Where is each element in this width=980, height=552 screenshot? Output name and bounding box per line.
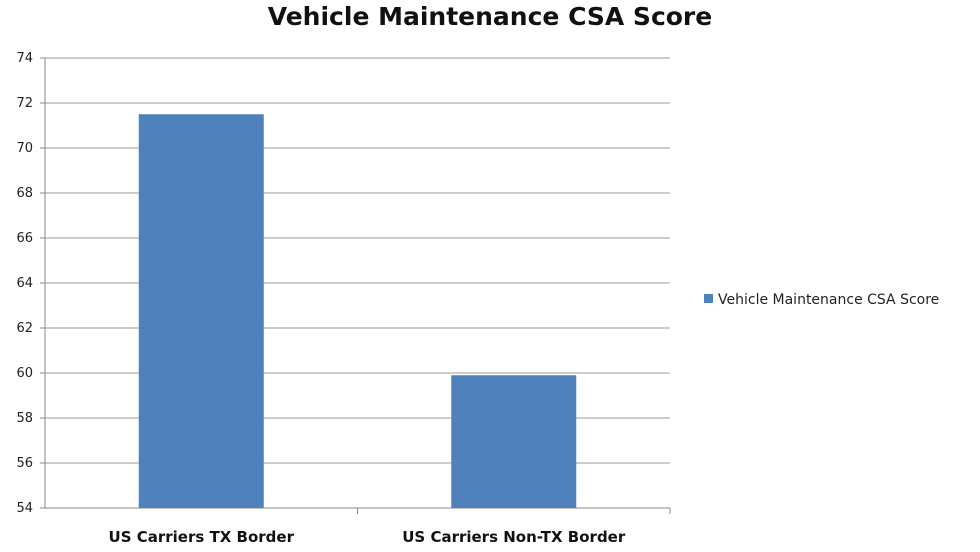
y-tick-label: 56 (16, 456, 33, 471)
bars (138, 114, 577, 508)
y-tick-labels: 54 56 58 60 62 64 66 68 70 72 74 (16, 51, 45, 516)
legend: Vehicle Maintenance CSA Score (704, 292, 939, 308)
y-tick-label: 58 (16, 411, 33, 426)
y-tick-label: 68 (16, 186, 33, 201)
y-tick-label: 70 (16, 141, 33, 156)
x-tick-label: US Carriers TX Border (109, 528, 295, 546)
y-tick-label: 72 (16, 96, 33, 111)
y-tick-label: 54 (16, 501, 33, 516)
y-tick-label: 74 (16, 51, 33, 66)
y-tick-label: 62 (16, 321, 33, 336)
y-tick-label: 66 (16, 231, 33, 246)
bar (451, 375, 577, 508)
y-tick-label: 60 (16, 366, 33, 381)
bar (138, 114, 264, 508)
legend-swatch (704, 294, 713, 303)
y-tick-label: 64 (16, 276, 33, 291)
x-tick-label: US Carriers Non-TX Border (402, 528, 626, 546)
chart-title: Vehicle Maintenance CSA Score (267, 2, 713, 31)
x-tick-labels: US Carriers TX Border US Carriers Non-TX … (109, 508, 671, 546)
legend-label: Vehicle Maintenance CSA Score (718, 292, 939, 308)
